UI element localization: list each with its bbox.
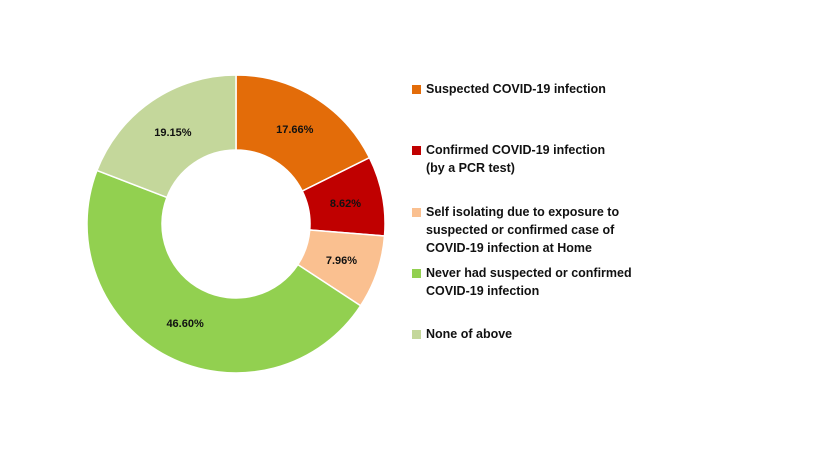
legend-item-confirmed: Confirmed COVID-19 infection (by a PCR t… xyxy=(412,141,652,177)
slice-label-suspected: 17.66% xyxy=(276,124,314,136)
slice-suspected xyxy=(235,74,371,193)
legend-item-never-had: Never had suspected or confirmed COVID-1… xyxy=(412,264,652,300)
legend-swatch-none xyxy=(412,330,421,339)
legend-item-suspected: Suspected COVID-19 infection xyxy=(412,80,652,98)
slice-label-self-isolating: 7.96% xyxy=(326,255,357,267)
slice-label-confirmed: 8.62% xyxy=(330,198,361,210)
legend-swatch-self-isolating xyxy=(412,208,421,217)
slice-none xyxy=(95,74,237,199)
legend-swatch-never-had xyxy=(412,269,421,278)
legend-swatch-confirmed xyxy=(412,146,421,155)
legend-label-none: None of above xyxy=(426,327,513,341)
slice-label-never-had: 46.60% xyxy=(166,318,204,330)
legend-label-never-had: Never had suspected or confirmed COVID-1… xyxy=(426,266,632,298)
legend-item-self-isolating: Self isolating due to exposure to suspec… xyxy=(412,203,652,257)
legend-label-suspected: Suspected COVID-19 infection xyxy=(426,82,606,96)
legend-item-none: None of above xyxy=(412,325,652,343)
legend-swatch-suspected xyxy=(412,85,421,94)
legend-label-self-isolating: Self isolating due to exposure to suspec… xyxy=(426,205,620,255)
legend-label-confirmed: Confirmed COVID-19 infection (by a PCR t… xyxy=(426,143,606,175)
slice-never-had xyxy=(86,169,362,374)
slice-label-none: 19.15% xyxy=(154,127,192,139)
